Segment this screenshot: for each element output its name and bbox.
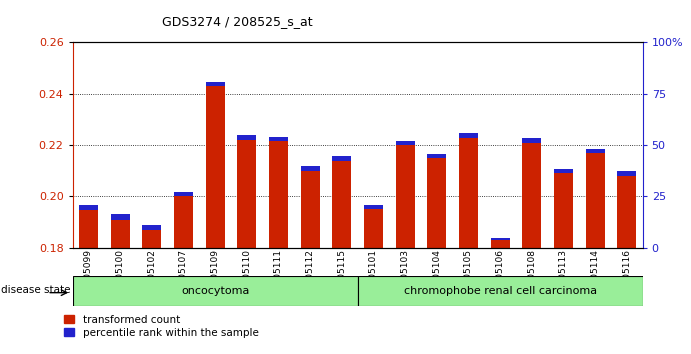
Bar bbox=[206, 82, 225, 86]
Bar bbox=[522, 143, 541, 248]
Bar bbox=[427, 154, 446, 159]
Bar bbox=[79, 205, 98, 210]
Bar bbox=[301, 171, 319, 248]
Text: oncocytoma: oncocytoma bbox=[181, 286, 249, 296]
Bar bbox=[427, 159, 446, 248]
Bar bbox=[111, 215, 129, 219]
Bar bbox=[585, 149, 605, 153]
Bar bbox=[617, 176, 636, 248]
Bar bbox=[364, 209, 383, 248]
Text: disease state: disease state bbox=[1, 285, 71, 295]
Bar bbox=[617, 171, 636, 176]
Bar bbox=[585, 153, 605, 248]
Bar bbox=[237, 140, 256, 248]
Bar bbox=[269, 137, 288, 141]
Bar bbox=[395, 141, 415, 145]
Bar bbox=[79, 210, 98, 248]
Bar bbox=[332, 161, 351, 248]
Bar bbox=[111, 219, 129, 248]
Bar bbox=[395, 145, 415, 248]
Bar bbox=[491, 240, 509, 248]
Bar bbox=[269, 141, 288, 248]
Bar bbox=[142, 230, 161, 248]
Bar bbox=[174, 192, 193, 196]
Bar bbox=[522, 138, 541, 143]
Bar bbox=[206, 86, 225, 248]
Bar bbox=[142, 225, 161, 230]
Bar bbox=[332, 156, 351, 161]
Legend: transformed count, percentile rank within the sample: transformed count, percentile rank withi… bbox=[64, 315, 258, 338]
Text: chromophobe renal cell carcinoma: chromophobe renal cell carcinoma bbox=[404, 286, 596, 296]
Bar bbox=[459, 133, 478, 138]
Bar bbox=[491, 238, 509, 240]
Bar bbox=[301, 166, 319, 171]
Bar bbox=[459, 138, 478, 248]
Bar bbox=[237, 135, 256, 140]
Bar bbox=[73, 276, 358, 306]
Text: GDS3274 / 208525_s_at: GDS3274 / 208525_s_at bbox=[162, 15, 313, 28]
Bar bbox=[358, 276, 643, 306]
Bar bbox=[174, 196, 193, 248]
Bar bbox=[554, 169, 573, 173]
Bar bbox=[364, 205, 383, 209]
Bar bbox=[554, 173, 573, 248]
